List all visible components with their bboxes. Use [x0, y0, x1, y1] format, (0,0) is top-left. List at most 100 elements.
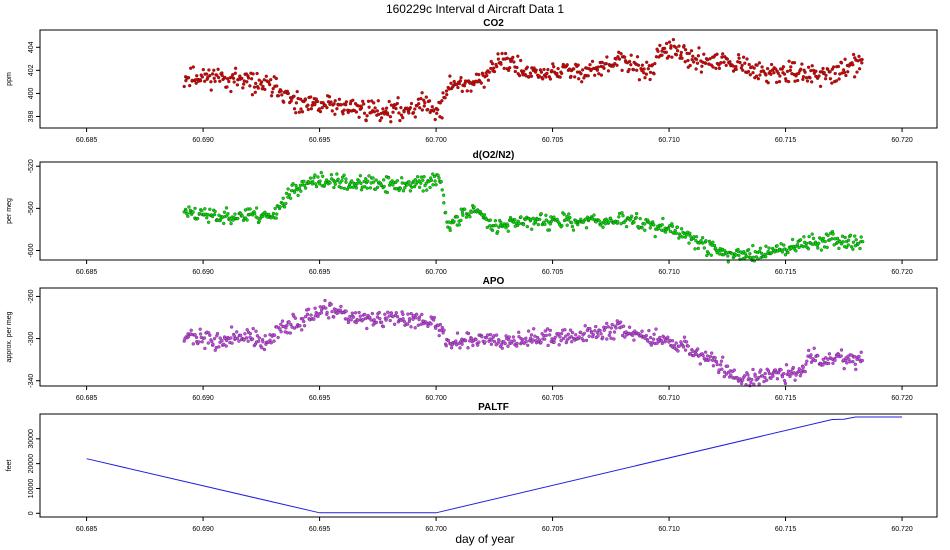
data-point	[368, 186, 373, 190]
data-point	[607, 220, 611, 224]
data-point	[506, 224, 510, 228]
data-point	[400, 181, 404, 185]
data-point	[235, 336, 240, 340]
data-point	[355, 181, 359, 186]
data-point	[722, 60, 726, 64]
data-point	[758, 246, 763, 250]
data-point	[816, 354, 820, 358]
data-point	[702, 52, 706, 56]
data-point	[751, 243, 755, 248]
data-point	[828, 70, 832, 74]
data-point	[434, 326, 438, 330]
data-point	[760, 374, 765, 378]
data-point	[286, 91, 290, 96]
data-point	[302, 179, 306, 183]
data-point	[851, 359, 855, 364]
data-point	[213, 209, 217, 214]
data-point	[423, 101, 427, 105]
data-point	[679, 227, 684, 231]
data-point	[613, 61, 617, 66]
data-point	[762, 379, 766, 384]
data-point	[785, 69, 790, 74]
data-point	[361, 99, 365, 103]
data-point	[574, 333, 578, 337]
data-point	[304, 314, 308, 319]
data-point	[499, 62, 503, 66]
data-point	[786, 79, 791, 84]
data-point	[739, 381, 744, 386]
data-point	[839, 354, 843, 358]
data-point	[844, 73, 848, 78]
data-point	[195, 74, 199, 78]
data-point	[301, 316, 305, 321]
data-point	[670, 224, 675, 228]
data-point	[519, 58, 523, 63]
data-point	[740, 63, 744, 68]
data-point	[831, 65, 836, 69]
data-point	[492, 66, 496, 70]
data-point	[422, 104, 426, 108]
data-point	[759, 368, 763, 372]
data-point	[201, 67, 205, 72]
data-point	[722, 374, 726, 379]
data-point	[697, 46, 701, 50]
data-point	[568, 215, 572, 220]
data-point	[544, 218, 548, 222]
data-point	[741, 55, 746, 59]
data-point	[363, 312, 367, 317]
data-point	[743, 61, 747, 65]
data-point	[411, 110, 416, 115]
data-point	[683, 48, 688, 52]
panel-title: d(O2/N2)	[473, 150, 515, 161]
data-point	[835, 236, 840, 241]
data-point	[532, 327, 536, 331]
data-point	[508, 66, 512, 70]
data-point	[314, 184, 319, 189]
data-point	[200, 340, 204, 344]
data-point	[228, 218, 232, 222]
data-point	[480, 335, 484, 339]
data-point	[687, 241, 691, 245]
data-point	[556, 66, 560, 71]
data-point	[467, 212, 471, 216]
data-point	[195, 216, 200, 221]
x-tick-label: 60.720	[891, 395, 913, 402]
data-point	[272, 75, 276, 79]
data-point	[682, 335, 687, 339]
data-point	[282, 205, 287, 209]
data-point	[602, 328, 606, 332]
data-point	[810, 64, 814, 68]
data-point	[276, 335, 280, 340]
data-point	[802, 235, 806, 239]
data-point	[261, 84, 265, 89]
x-tick-label: 60.685	[76, 269, 98, 276]
panel-1: d(O2/N2) 60.685 60.690 60.695 60.700 60.705 60…	[6, 150, 938, 276]
data-point	[378, 316, 382, 321]
data-point	[522, 69, 526, 73]
data-point	[793, 378, 797, 382]
data-point	[374, 320, 379, 325]
data-point	[303, 186, 308, 190]
data-point	[257, 336, 261, 340]
y-tick-label: -300	[28, 331, 35, 345]
data-point	[409, 311, 413, 316]
data-point	[460, 210, 465, 215]
data-point	[332, 185, 336, 190]
data-point	[521, 222, 526, 227]
data-point	[840, 234, 845, 238]
data-point	[233, 71, 237, 75]
data-point	[479, 81, 483, 85]
data-point	[803, 369, 807, 374]
data-point	[581, 338, 586, 343]
data-point	[751, 71, 755, 75]
data-point	[229, 336, 233, 340]
data-point	[643, 76, 647, 80]
data-point	[652, 223, 656, 227]
data-point	[251, 72, 255, 76]
data-point	[795, 243, 800, 247]
data-point	[859, 350, 863, 354]
data-point	[777, 79, 782, 84]
data-point	[680, 235, 685, 239]
data-point	[699, 70, 704, 74]
data-point	[231, 76, 236, 80]
